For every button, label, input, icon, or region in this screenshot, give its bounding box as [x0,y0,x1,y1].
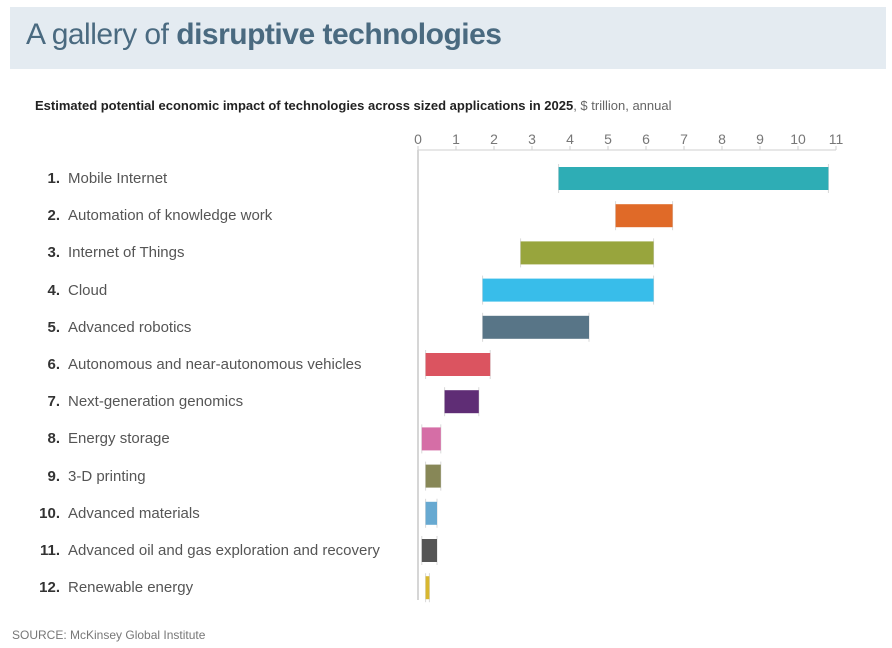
source-note: SOURCE: McKinsey Global Institute [12,628,206,642]
x-tick-label: 3 [528,131,536,147]
x-tick-label: 11 [829,131,844,147]
category-label: Energy storage [68,430,170,448]
x-tick-label: 9 [756,131,764,147]
x-tick-label: 0 [414,131,422,147]
bar [482,315,589,339]
category-label: Autonomous and near-autonomous vehicles [68,356,362,373]
rank-number: 2. [47,207,60,225]
rank-number: 1. [47,170,60,187]
page-title: A gallery of disruptive technologies [26,18,502,52]
x-tick-label: 5 [604,131,612,147]
category-label: 3-D printing [68,467,146,485]
chart-units: , $ trillion, annual [573,98,672,113]
rank-number: 10. [39,504,60,522]
rank-number: 6. [47,356,60,373]
page-title-bold: disruptive technologies [176,18,502,51]
bar [425,501,437,525]
x-tick-label: 1 [452,131,460,147]
rank-number: 12. [39,579,60,597]
category-label: Cloud [68,281,108,299]
bar [615,204,673,228]
rank-number: 5. [47,318,60,336]
rank-number: 4. [47,281,60,299]
x-tick-label: 10 [790,131,806,147]
header-banner: A gallery of disruptive technologies [10,7,886,69]
x-tick-label: 4 [566,131,574,147]
x-tick-label: 8 [718,131,726,147]
chart-subtitle: Estimated potential economic impact of t… [35,98,671,113]
rank-number: 9. [47,467,60,485]
page-title-regular: A gallery of [26,18,177,51]
category-label: Advanced robotics [68,318,192,336]
bar [425,576,430,600]
rank-number: 8. [47,430,60,448]
x-tick-label: 6 [642,131,650,147]
bar [444,390,479,414]
category-label: Internet of Things [68,244,185,262]
bar [425,464,441,488]
bar [558,167,829,190]
bar [520,241,654,265]
bar [421,427,441,451]
category-label: Mobile Internet [68,170,168,187]
x-tick-label: 2 [490,131,498,147]
category-label: Next-generation genomics [68,393,244,411]
rank-number: 3. [47,244,60,262]
bar [421,539,437,562]
x-tick-label: 7 [680,131,688,147]
category-label: Advanced oil and gas exploration and rec… [68,542,380,559]
category-label: Renewable energy [68,579,194,597]
rank-number: 11. [39,542,60,559]
rank-number: 7. [47,393,60,411]
bar [425,353,491,376]
bar [482,278,654,302]
category-label: Advanced materials [68,504,200,522]
chart-title: Estimated potential economic impact of t… [35,98,574,113]
category-label: Automation of knowledge work [68,207,273,225]
